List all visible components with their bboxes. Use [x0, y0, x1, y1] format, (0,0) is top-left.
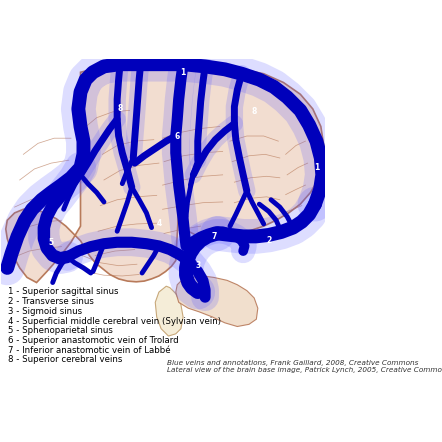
Text: 3: 3: [195, 261, 200, 270]
Text: Blue veins and annotations, Frank Gaillard, 2008, Creative Commons: Blue veins and annotations, Frank Gailla…: [167, 360, 418, 366]
Text: 1: 1: [180, 68, 186, 77]
Polygon shape: [176, 276, 258, 327]
Text: 5: 5: [49, 238, 54, 247]
Text: 5 - Sphenoparietal sinus: 5 - Sphenoparietal sinus: [8, 326, 113, 335]
Text: 4 - Superficial middle cerebral vein (Sylvian vein): 4 - Superficial middle cerebral vein (Sy…: [8, 316, 221, 326]
Text: 1 - Superior sagittal sinus: 1 - Superior sagittal sinus: [8, 287, 118, 297]
Text: 6: 6: [175, 132, 180, 141]
Text: 2: 2: [266, 236, 271, 245]
Text: 7: 7: [211, 232, 217, 241]
Text: 8: 8: [251, 107, 257, 116]
Text: 7 - Inferior anastomotic vein of Labbé: 7 - Inferior anastomotic vein of Labbé: [8, 346, 171, 354]
Polygon shape: [155, 286, 183, 336]
Text: 2 - Transverse sinus: 2 - Transverse sinus: [8, 297, 94, 306]
Text: Lateral view of the brain base image, Patrick Lynch, 2005, Creative Commons: Lateral view of the brain base image, Pa…: [167, 367, 442, 373]
Text: 4: 4: [156, 219, 161, 229]
Text: 1: 1: [314, 163, 319, 172]
Text: 8: 8: [118, 104, 123, 114]
Polygon shape: [6, 64, 324, 282]
Text: 6 - Superior anastomotic vein of Trolard: 6 - Superior anastomotic vein of Trolard: [8, 336, 179, 345]
Text: 8 - Superior cerebral veins: 8 - Superior cerebral veins: [8, 355, 122, 364]
Text: 3 - Sigmoid sinus: 3 - Sigmoid sinus: [8, 307, 82, 316]
